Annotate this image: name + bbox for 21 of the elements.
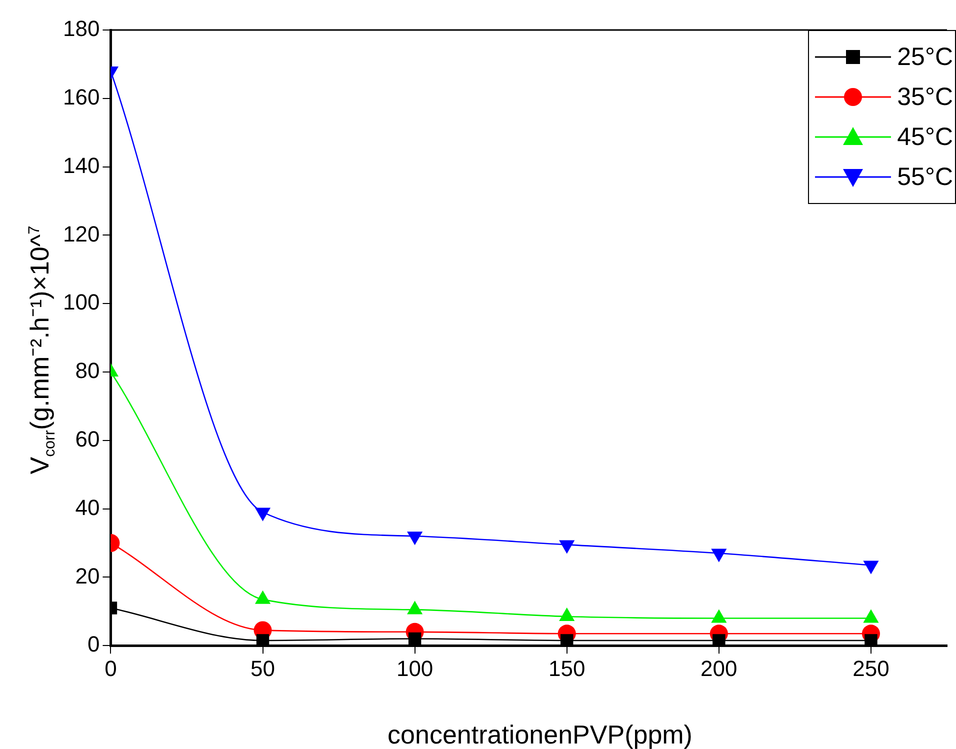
legend-label: 55°C: [897, 162, 953, 192]
y-tick-label: 40: [75, 494, 100, 520]
x-tick-label: 0: [104, 656, 117, 681]
y-tick-label: 20: [75, 563, 100, 588]
x-tick-label: 200: [700, 656, 738, 681]
y-tick-label: 60: [75, 426, 100, 452]
y-tick-label: 140: [62, 152, 100, 178]
y-tick-label: 80: [75, 358, 100, 384]
legend-label: 45°C: [897, 122, 953, 152]
y-tick-label: 100: [62, 290, 100, 315]
y-tick-label: 0: [87, 632, 100, 657]
y-tick-label: 160: [62, 84, 100, 110]
x-tick-label: 50: [250, 656, 275, 681]
x-tick-label: 150: [548, 656, 586, 681]
legend-label: 25°C: [897, 42, 953, 72]
y-tick-label: 180: [62, 16, 100, 42]
x-axis-title: concentrationenPVP(ppm): [388, 720, 692, 749]
x-tick-label: 250: [852, 656, 890, 681]
legend-label: 35°C: [897, 82, 953, 112]
y-tick-label: 120: [62, 221, 100, 246]
x-tick-label: 100: [396, 656, 434, 681]
